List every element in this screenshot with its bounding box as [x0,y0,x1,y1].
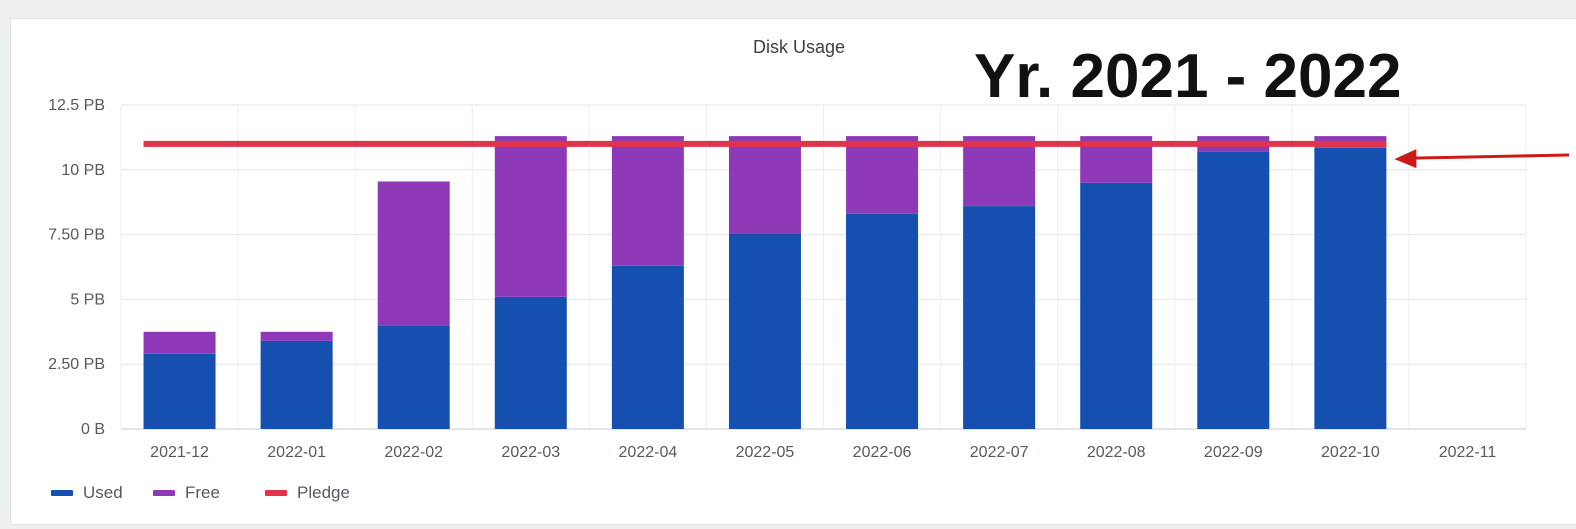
x-tick-label: 2022-01 [267,444,326,461]
legend-swatch-free [153,490,175,496]
x-tick-label: 2022-08 [1087,444,1146,461]
x-tick-label: 2022-04 [619,444,678,461]
bar-used-2022-01 [260,340,333,429]
chart-title: Disk Usage [753,37,845,57]
y-tick-label: 7.50 PB [48,227,105,244]
x-axis: 2021-12 2022-01 2022-02 2022-03 2022-04 2022-… [150,444,1496,461]
arrow-head [1394,149,1417,169]
bar-used-2021-12 [143,353,216,429]
bar-used-2022-02 [377,325,450,429]
x-tick-label: 2022-05 [736,444,795,461]
bar-used-2022-06 [846,213,919,429]
x-tick-label: 2022-10 [1321,444,1380,461]
bar-free-2022-01 [260,331,333,341]
bar-used-2022-08 [1080,182,1153,429]
legend-label-used: Used [83,483,123,502]
legend-swatch-pledge [265,490,287,496]
y-tick-label: 2.50 PB [48,356,105,373]
year-annotation: Yr. 2021 - 2022 [974,42,1401,111]
legend-swatch-used [51,490,73,496]
y-axis: 0 B 2.50 PB 5 PB 7.50 PB 10 PB 12.5 PB [48,97,105,438]
bar-free-2022-05 [728,136,801,234]
bar-used-2022-03 [494,296,567,429]
bar-used-2022-09 [1197,151,1270,429]
x-tick-label: 2022-02 [384,444,443,461]
grid-lines [120,104,1527,430]
bar-used-2022-10 [1314,147,1387,429]
bar-used-2022-07 [963,206,1036,429]
bar-free-2022-04 [611,136,684,266]
bar-used-2022-04 [611,265,684,429]
bar-free-2022-06 [846,136,919,214]
bar-free-2022-02 [377,181,450,326]
bar-used-2022-05 [728,233,801,429]
bar-series [143,136,1387,429]
y-tick-label: 10 PB [61,162,105,179]
x-tick-label: 2021-12 [150,444,209,461]
y-tick-label: 5 PB [70,291,105,308]
chart-panel: Disk Usage Yr. 2021 - 2022 0 B 2.50 PB 5 P… [10,18,1576,525]
legend-label-free: Free [185,483,220,502]
bar-free-2021-12 [143,331,216,354]
x-tick-label: 2022-03 [501,444,560,461]
y-tick-label: 0 B [81,421,105,438]
legend-label-pledge: Pledge [297,483,350,502]
bar-free-2022-07 [963,136,1036,207]
legend: Used Free Pledge [51,483,350,502]
bar-free-2022-03 [494,136,567,297]
x-tick-label: 2022-06 [853,444,912,461]
x-tick-label: 2022-11 [1439,444,1497,461]
disk-usage-chart: Disk Usage Yr. 2021 - 2022 0 B 2.50 PB 5 P… [48,37,1570,502]
annotation-arrow [1394,149,1570,169]
x-tick-label: 2022-09 [1204,444,1263,461]
arrow-shaft [1412,153,1570,160]
y-tick-label: 12.5 PB [48,97,105,114]
x-tick-label: 2022-07 [970,444,1029,461]
